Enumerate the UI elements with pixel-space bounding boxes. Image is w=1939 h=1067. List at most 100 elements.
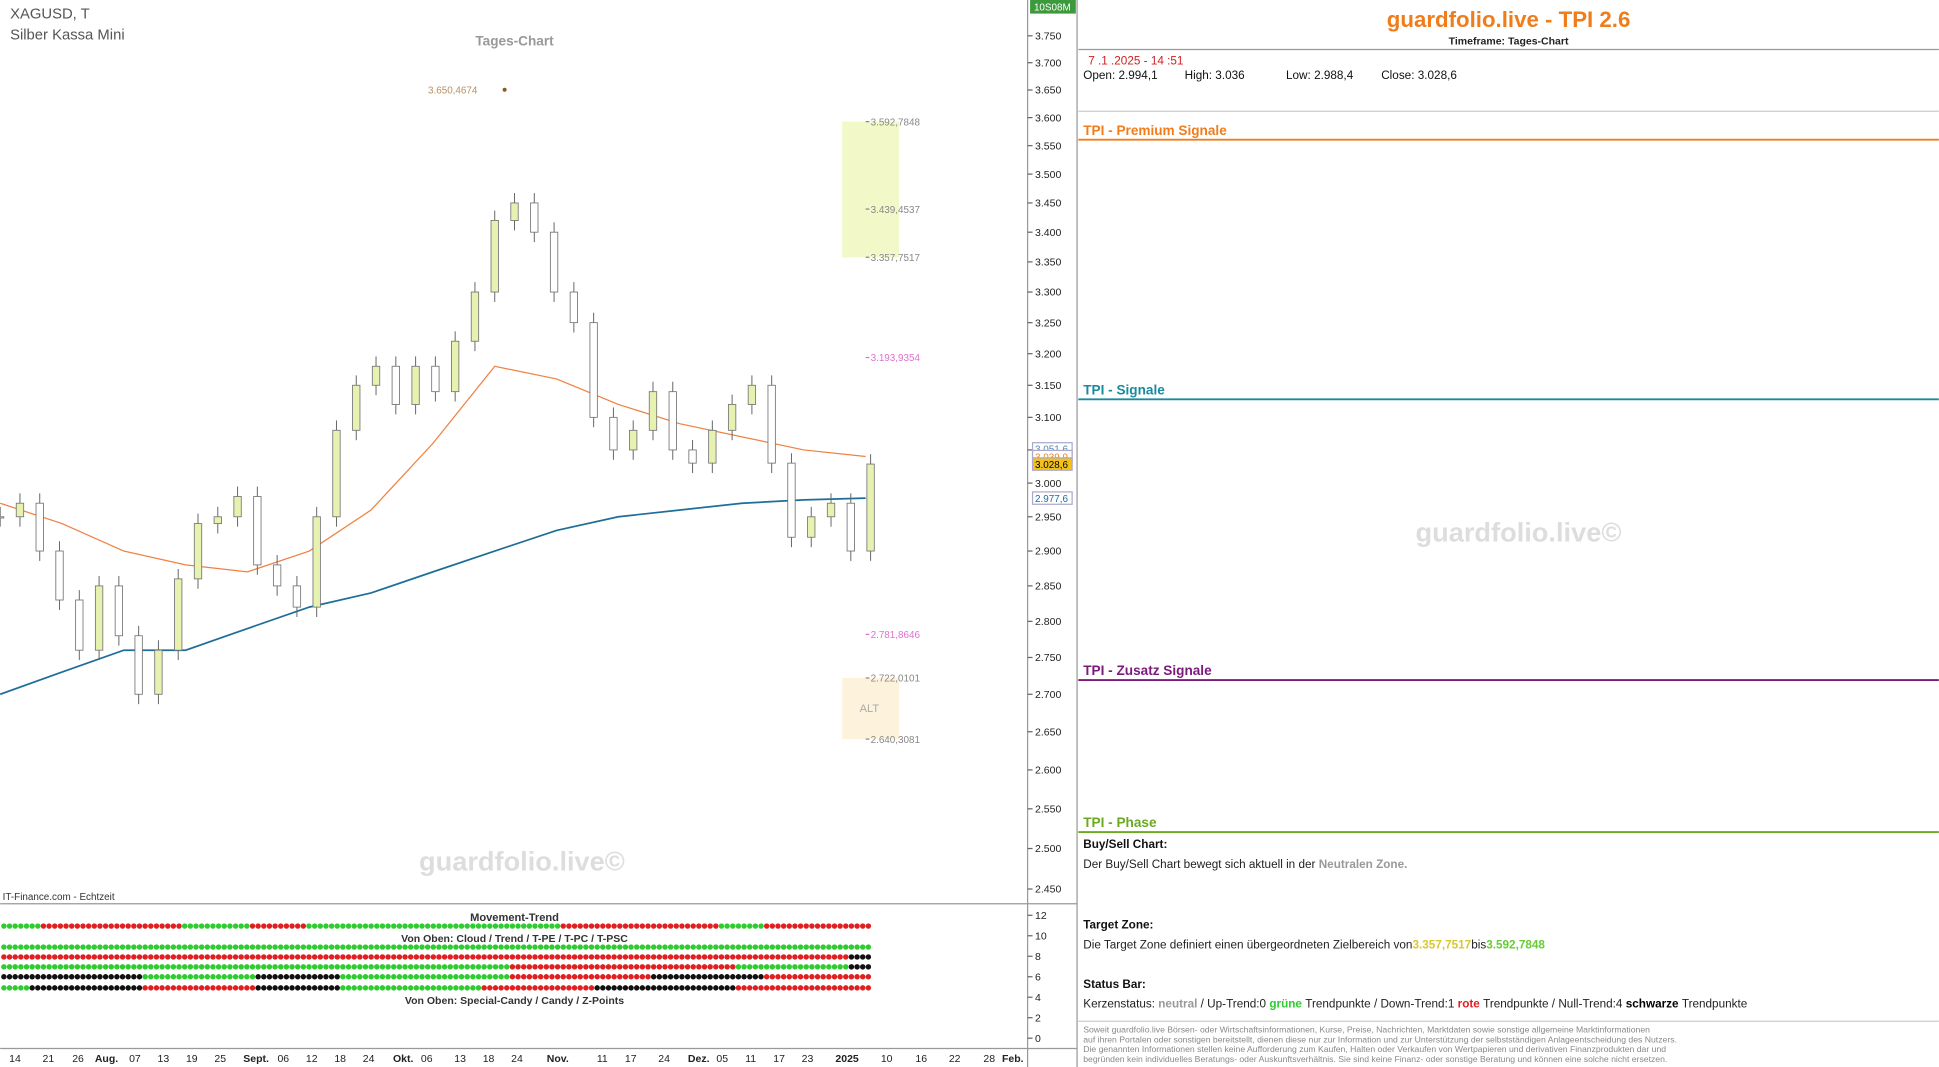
trend-dot <box>374 923 380 929</box>
trend-dot <box>351 954 357 960</box>
trend-dot <box>543 923 550 929</box>
trend-dot <box>537 985 544 991</box>
candle <box>75 599 84 651</box>
trend-dot <box>848 923 855 929</box>
trend-dot <box>814 923 821 929</box>
trend-dot <box>165 944 171 950</box>
ohlc-label: High: <box>1185 69 1212 82</box>
x-tick-label: 22 <box>949 1053 961 1065</box>
trend-dot <box>577 974 583 980</box>
trend-dot <box>311 954 318 960</box>
y-tick-label: 3.250 <box>1035 317 1061 329</box>
trend-dot <box>436 985 442 991</box>
trend-dot <box>52 985 58 991</box>
trend-dot <box>396 923 403 929</box>
trend-dot <box>509 985 516 991</box>
trend-dot <box>436 954 442 960</box>
trend-dot <box>18 944 24 950</box>
panel-title: guardfolio.live - TPI 2.6 <box>1387 7 1631 32</box>
trend-dot <box>294 974 301 980</box>
trend-dot <box>131 974 137 980</box>
y-tick-label: 3.150 <box>1035 380 1061 392</box>
trend-dot <box>345 964 352 970</box>
trend-dot <box>68 954 75 960</box>
trend-dot <box>176 974 182 980</box>
trend-dot <box>831 923 838 929</box>
trend-dot <box>278 964 284 970</box>
trend-dot <box>464 954 470 960</box>
trend-dot <box>57 954 64 960</box>
trend-dot <box>820 923 826 929</box>
annotation-label: 2.781,8646 <box>871 630 921 641</box>
x-tick-label: 2025 <box>835 1053 859 1065</box>
trend-dot <box>255 944 261 950</box>
trend-dot <box>820 985 826 991</box>
trend-dot <box>391 923 397 929</box>
candle <box>253 496 262 566</box>
trend-dot <box>159 974 165 980</box>
zone: Neutralen Zone. <box>1319 858 1408 871</box>
section-title: TPI - Premium Signale <box>1083 123 1227 138</box>
trend-dot <box>588 985 595 991</box>
trend-dot <box>662 923 668 929</box>
trend-dot <box>300 974 307 980</box>
top-label: 10S08M <box>1034 3 1071 14</box>
trend-dot <box>181 944 188 950</box>
trend-dot <box>198 954 205 960</box>
x-tick-label: 14 <box>9 1053 21 1065</box>
trend-dot <box>554 954 561 960</box>
trend-dot <box>843 954 849 960</box>
trend-dot <box>577 954 583 960</box>
trend-dot <box>85 923 92 929</box>
trend-dot <box>645 923 651 929</box>
y-tick-label: 4 <box>1035 992 1041 1004</box>
trend-dot <box>142 964 148 970</box>
trend-dot <box>1 974 7 980</box>
trend-dot <box>724 944 730 950</box>
trend-dot <box>605 944 612 950</box>
trend-dot <box>763 944 770 950</box>
candle <box>332 429 341 518</box>
trend-dot <box>826 974 832 980</box>
text: bis <box>1471 938 1486 951</box>
trend-dot <box>334 985 340 991</box>
trend-dot <box>843 944 849 950</box>
trend-dot <box>526 944 533 950</box>
x-tick-label: 11 <box>597 1053 608 1065</box>
trend-dot <box>40 974 47 980</box>
buy-sell-text: Der Buy/Sell Chart bewegt sich aktuell i… <box>1083 858 1407 871</box>
trend-dot <box>769 985 776 991</box>
candle <box>470 291 480 342</box>
trend-dot <box>679 954 685 960</box>
trend-dot <box>311 923 318 929</box>
trend-dot <box>148 985 154 991</box>
x-tick-label: 24 <box>363 1053 375 1065</box>
trend-dot <box>498 944 504 950</box>
trend-dot <box>504 923 510 929</box>
trend-dot <box>266 974 273 980</box>
trend-dot <box>35 954 41 960</box>
ohlc-item: Close: 3.028,6 <box>1381 69 1457 82</box>
trend-dot <box>667 944 674 950</box>
disclaimer-line: auf ihren Portalen oder sonstigen bereit… <box>1083 1034 1677 1044</box>
datetime: 7 .1 .2025 - 14 :51 <box>1088 54 1183 67</box>
trend-dot <box>792 985 798 991</box>
trend-dot <box>718 944 725 950</box>
y-tick-label: 3.350 <box>1035 257 1061 269</box>
y-tick-label: 2.950 <box>1035 511 1061 523</box>
trend-dot <box>419 985 425 991</box>
y-tick-label: 3.500 <box>1035 169 1061 181</box>
trend-dot <box>566 974 572 980</box>
trend-dot <box>758 964 764 970</box>
trend-dot <box>306 923 312 929</box>
trend-dot <box>68 944 75 950</box>
trend-dot <box>633 964 640 970</box>
trend-dot <box>402 944 408 950</box>
trend-dot <box>775 923 781 929</box>
trend-dot <box>91 985 98 991</box>
trend-dot <box>481 964 487 970</box>
trend-dot <box>153 944 160 950</box>
trend-dot <box>600 985 606 991</box>
trend-dot <box>204 923 211 929</box>
trend-dot <box>515 964 521 970</box>
